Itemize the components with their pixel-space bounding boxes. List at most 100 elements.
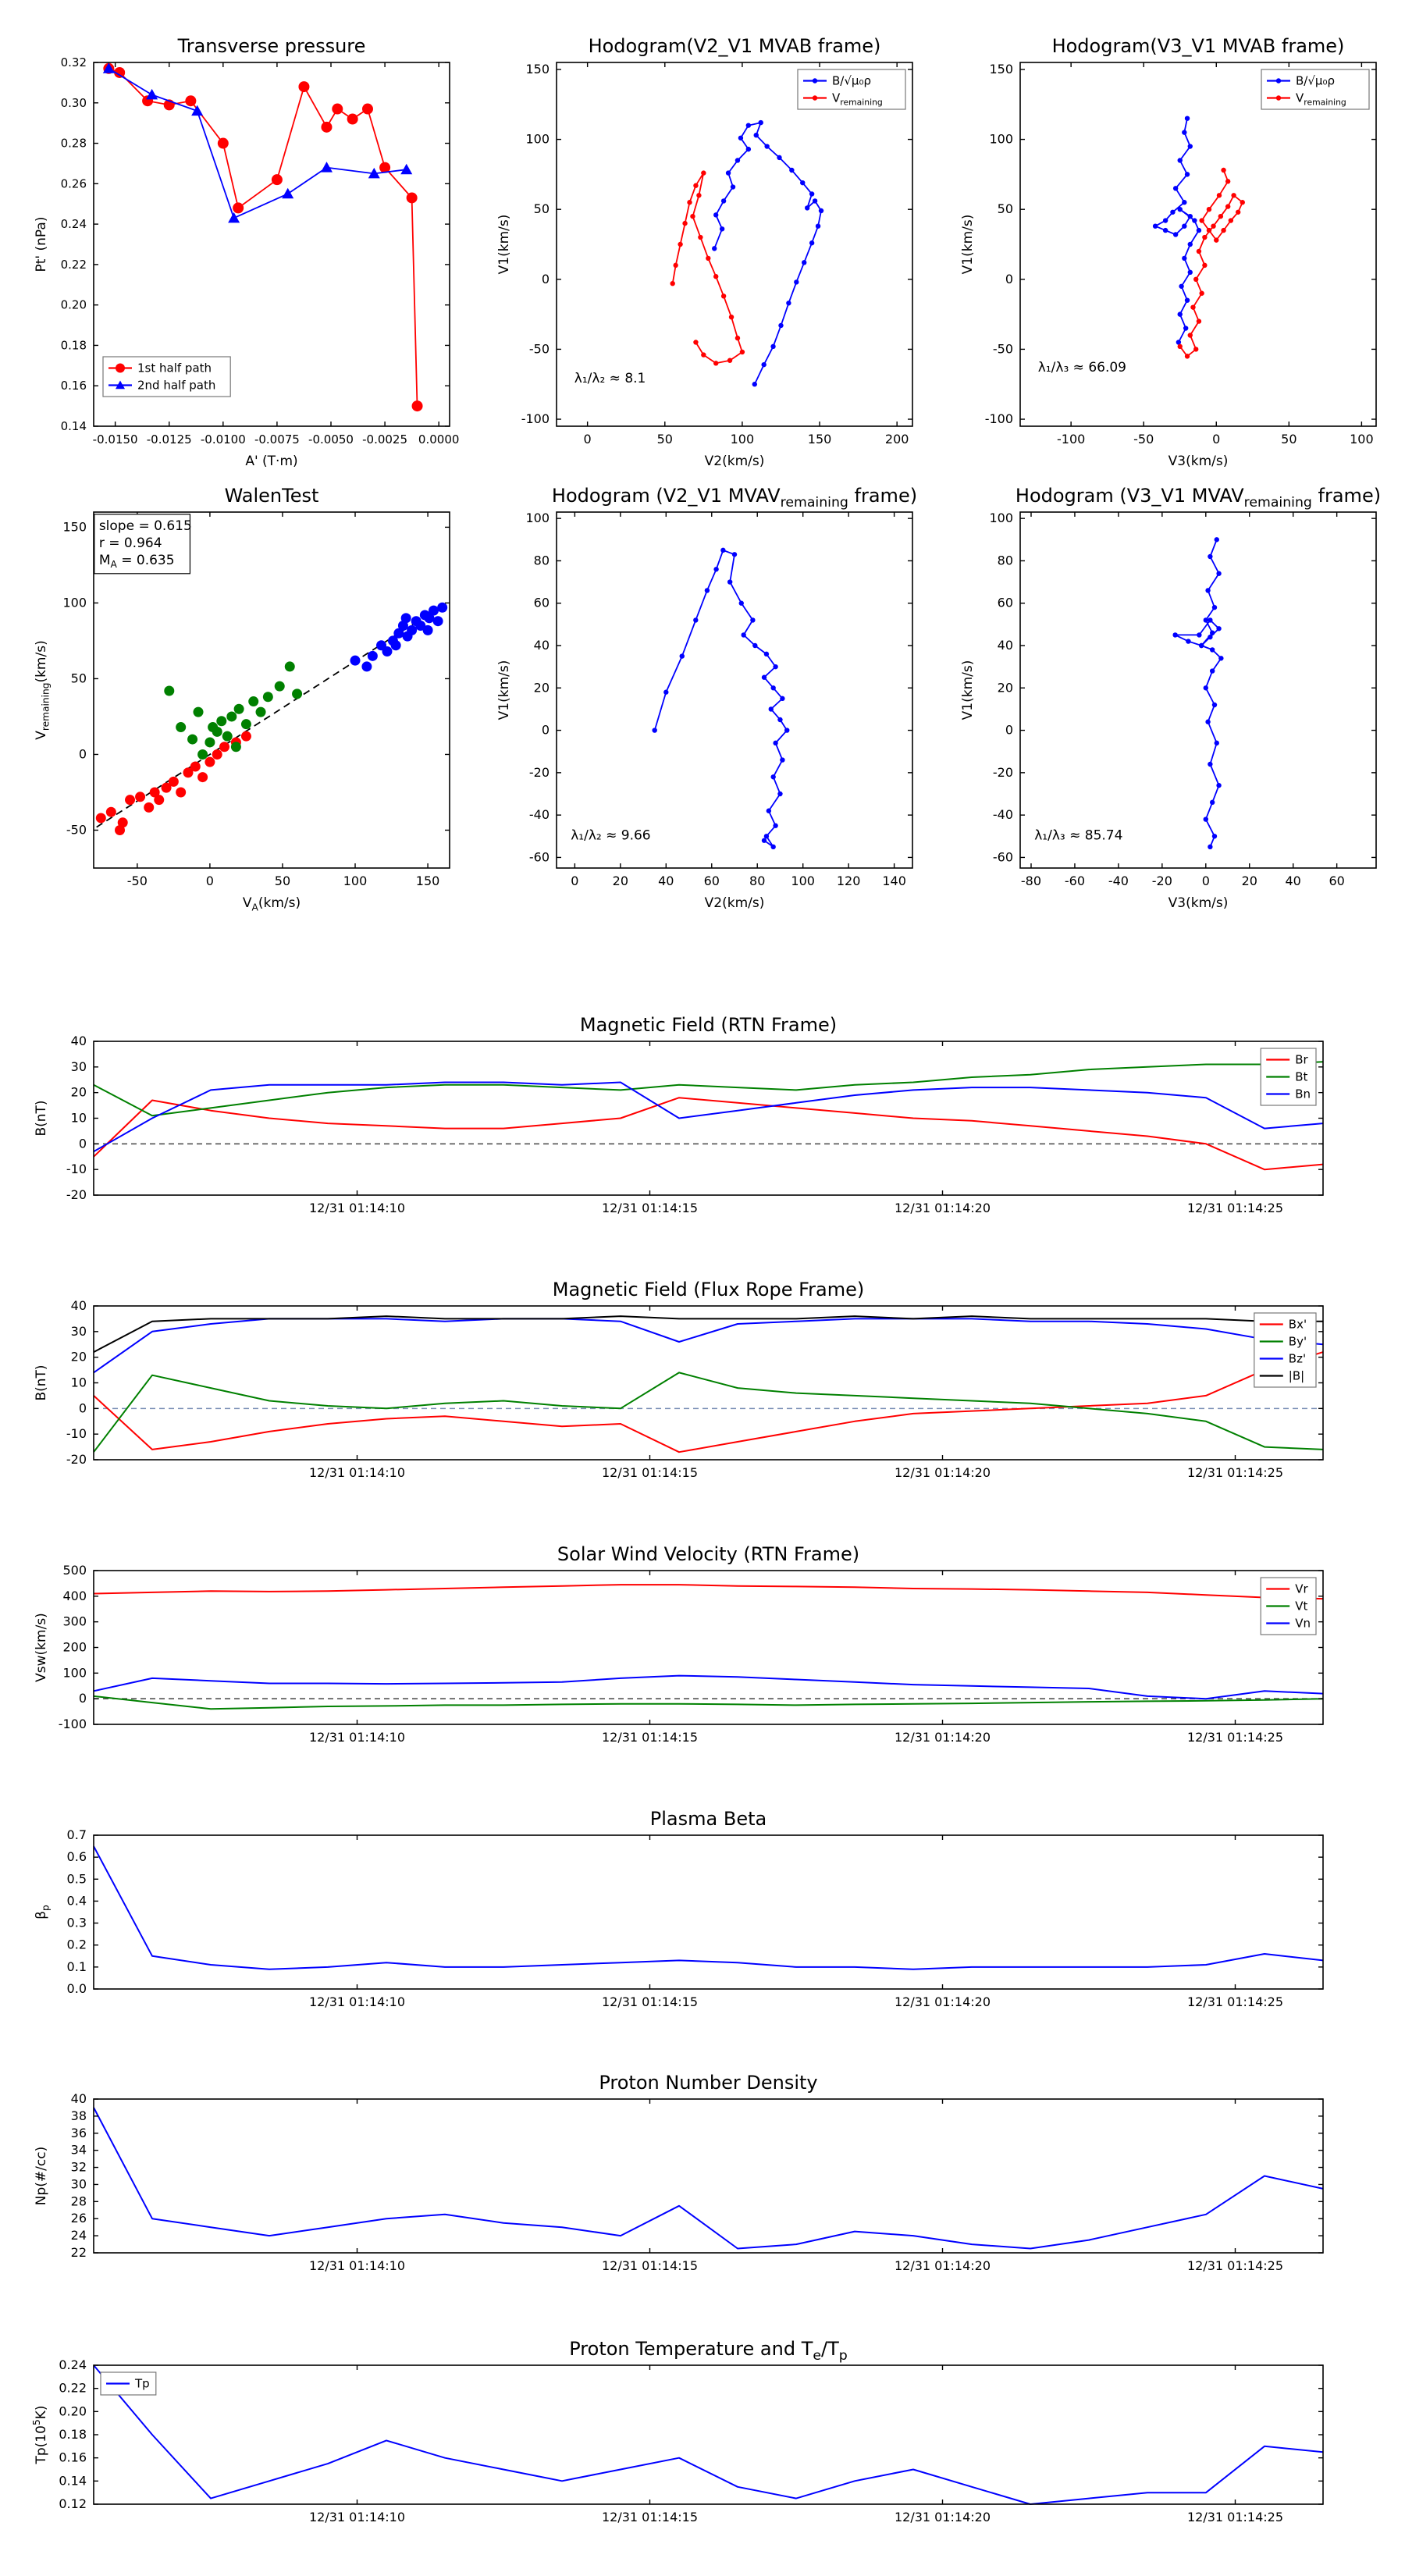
- svg-text:12/31 01:14:15: 12/31 01:14:15: [602, 1465, 698, 1480]
- svg-text:|B|: |B|: [1289, 1369, 1304, 1383]
- svg-text:120: 120: [837, 873, 861, 888]
- svg-text:Bt: Bt: [1295, 1070, 1307, 1084]
- walen-test-series-k: [96, 603, 446, 828]
- svg-text:12/31 01:14:10: 12/31 01:14:10: [309, 2510, 405, 2524]
- svg-text:100: 100: [731, 432, 755, 447]
- svg-text:0.30: 0.30: [61, 96, 87, 110]
- walen-test-series-r: [95, 731, 251, 835]
- svg-text:Vr: Vr: [1295, 1582, 1308, 1596]
- walen-test-annotation: slope = 0.615: [99, 518, 192, 534]
- svg-text:20: 20: [998, 680, 1013, 695]
- svg-text:40: 40: [71, 2091, 87, 2106]
- svg-text:100: 100: [989, 511, 1013, 525]
- svg-text:12/31 01:14:25: 12/31 01:14:25: [1187, 2510, 1283, 2524]
- svg-text:0.18: 0.18: [61, 338, 87, 352]
- velocity-rtn-series-Vn: [93, 1674, 1324, 1700]
- svg-text:100: 100: [525, 511, 550, 525]
- svg-text:-0.0025: -0.0025: [362, 432, 407, 447]
- svg-text:B/√μ₀ρ: B/√μ₀ρ: [1296, 74, 1335, 88]
- svg-text:12/31 01:14:15: 12/31 01:14:15: [602, 1994, 698, 2009]
- svg-text:-80: -80: [1021, 873, 1041, 888]
- hodogram-v3v1-mvab-xlabel: V3(km/s): [1168, 454, 1229, 469]
- svg-text:0.16: 0.16: [59, 2450, 87, 2465]
- svg-text:-0.0050: -0.0050: [308, 432, 354, 447]
- plasma-beta-series-b: [93, 1845, 1324, 1970]
- svg-text:12/31 01:14:10: 12/31 01:14:10: [309, 1730, 405, 1745]
- walen-test-series-b: [350, 602, 448, 672]
- svg-text:12/31 01:14:15: 12/31 01:14:15: [602, 1730, 698, 1745]
- hodogram-v2v1-mvab-title: Hodogram(V2_V1 MVAB frame): [589, 35, 881, 57]
- hodogram-v3v1-mvav-title: Hodogram (V3_V1 MVAVremaining frame): [1016, 485, 1381, 511]
- svg-text:50: 50: [1281, 432, 1297, 447]
- svg-text:150: 150: [808, 432, 832, 447]
- svg-text:10: 10: [71, 1375, 87, 1390]
- svg-text:30: 30: [71, 1059, 87, 1074]
- magnetic-fluxrope-series-By-: [93, 1372, 1324, 1453]
- svg-text:10: 10: [71, 1111, 87, 1126]
- svg-text:-100: -100: [521, 411, 550, 426]
- svg-text:0.3: 0.3: [67, 1916, 87, 1930]
- svg-text:100: 100: [62, 595, 87, 610]
- hodogram-v2v1-mvav-annotation: λ₁/λ₂ ≈ 9.66: [571, 828, 650, 844]
- hodogram-v3v1-mvab-annotation: λ₁/λ₃ ≈ 66.09: [1038, 360, 1126, 375]
- walen-test-series-g: [164, 661, 303, 760]
- svg-text:-50: -50: [529, 341, 550, 356]
- walen-test-ylabel: Vremaining(km/s): [34, 640, 51, 739]
- plasma-beta: 12/31 01:14:10 12/31 01:14:15 12/31 01:14:…: [34, 1808, 1324, 2009]
- svg-text:40: 40: [1286, 873, 1301, 888]
- svg-text:30: 30: [71, 2176, 87, 2191]
- magnetic-rtn-series-Bn: [93, 1081, 1324, 1153]
- proton-density-series-b: [93, 2107, 1324, 2250]
- svg-text:0.14: 0.14: [59, 2473, 87, 2488]
- magnetic-rtn-legend: Br Bt Bn: [1260, 1048, 1317, 1106]
- svg-text:Vt: Vt: [1295, 1599, 1307, 1614]
- svg-text:100: 100: [62, 1665, 87, 1680]
- svg-text:0.20: 0.20: [61, 298, 87, 312]
- transverse-pressure-ylabel: Pt' (nPa): [34, 217, 49, 272]
- svg-text:0.12: 0.12: [59, 2496, 87, 2511]
- velocity-rtn-legend: Vr Vt Vn: [1260, 1577, 1317, 1635]
- svg-text:0.24: 0.24: [59, 2357, 87, 2372]
- magnetic-rtn-series-Bt: [93, 1061, 1324, 1117]
- svg-text:60: 60: [998, 596, 1013, 610]
- svg-text:-20: -20: [529, 765, 550, 780]
- svg-text:0.5: 0.5: [67, 1871, 87, 1886]
- transverse-pressure: -0.0150 -0.0125 -0.0100 -0.0075 -0.0050 -0.00…: [34, 35, 459, 469]
- svg-text:0: 0: [79, 1400, 87, 1415]
- magnetic-rtn-title: Magnetic Field (RTN Frame): [580, 1014, 837, 1036]
- magnetic-fluxrope-series-B-: [93, 1315, 1323, 1353]
- svg-text:0.14: 0.14: [61, 419, 87, 433]
- svg-text:20: 20: [71, 1085, 87, 1100]
- svg-text:100: 100: [989, 132, 1013, 147]
- svg-text:-40: -40: [1108, 873, 1129, 888]
- svg-text:0.20: 0.20: [59, 2403, 87, 2418]
- svg-text:80: 80: [749, 873, 765, 888]
- svg-text:-20: -20: [66, 1187, 87, 1202]
- svg-text:12/31 01:14:25: 12/31 01:14:25: [1187, 2258, 1283, 2273]
- svg-text:40: 40: [71, 1034, 87, 1048]
- walen-test-annotation: r = 0.964: [99, 535, 162, 551]
- svg-text:0: 0: [1212, 432, 1220, 447]
- proton-temp: 12/31 01:14:10 12/31 01:14:15 12/31 01:14:…: [31, 2338, 1324, 2524]
- svg-text:20: 20: [613, 873, 628, 888]
- hodogram-v3v1-mvab-title: Hodogram(V3_V1 MVAB frame): [1052, 35, 1345, 57]
- svg-text:12/31 01:14:20: 12/31 01:14:20: [895, 1465, 991, 1480]
- svg-text:12/31 01:14:25: 12/31 01:14:25: [1187, 1465, 1283, 1480]
- svg-text:24: 24: [71, 2228, 87, 2243]
- hodogram-v2v1-mvav-title: Hodogram (V2_V1 MVAVremaining frame): [552, 485, 917, 511]
- svg-text:80: 80: [534, 553, 550, 568]
- svg-text:150: 150: [525, 62, 550, 76]
- velocity-rtn-title: Solar Wind Velocity (RTN Frame): [557, 1543, 859, 1565]
- svg-text:12/31 01:14:15: 12/31 01:14:15: [602, 2258, 698, 2273]
- hodogram-v2v1-mvab-xlabel: V2(km/s): [705, 454, 765, 469]
- hodogram-v2v1-mvab: 0 50 100 150 200 -100 -50 0 50 100 150 Hodogram(V2_…: [496, 35, 913, 469]
- svg-text:-100: -100: [985, 411, 1013, 426]
- velocity-rtn-series-Vt: [93, 1695, 1324, 1710]
- svg-text:0.26: 0.26: [61, 176, 87, 190]
- svg-text:40: 40: [998, 638, 1013, 653]
- svg-text:0.0: 0.0: [67, 1981, 87, 1996]
- svg-text:0: 0: [584, 432, 592, 447]
- svg-text:-50: -50: [127, 873, 148, 888]
- svg-text:80: 80: [998, 553, 1013, 568]
